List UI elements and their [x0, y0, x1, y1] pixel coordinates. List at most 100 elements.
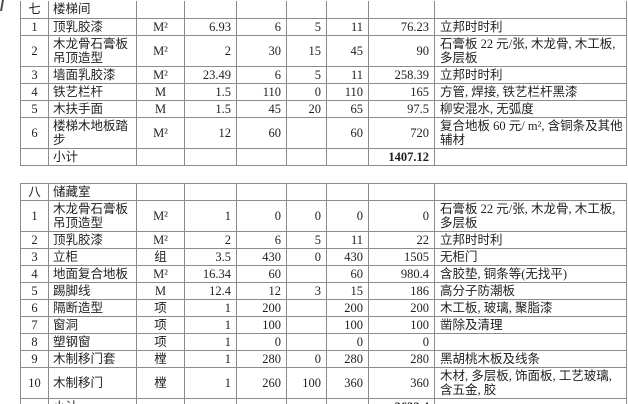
aux-price-cell: 5: [286, 65, 327, 84]
row-number-cell: 9: [20, 350, 49, 368]
unit-price-cell: 100: [236, 316, 287, 334]
item-name-cell: 塑钢窗: [48, 333, 137, 351]
quantity-cell: [184, 398, 237, 404]
row-number-cell: 3: [20, 248, 49, 266]
amount-cell: [368, 1, 435, 19]
unit-cell: M: [136, 99, 185, 118]
item-name-cell: 木龙骨石膏板吊顶造型: [48, 200, 137, 232]
item-name-cell: 窗洞: [48, 316, 137, 334]
row-number-cell: 7: [20, 316, 49, 334]
stairwell-section-body: 七楼梯间 1 顶乳胶漆 M² 6.93 6 5 11 76.23 立邦时时利 2 木龙骨石膏板吊顶造型…: [20, 1, 627, 166]
remarks-cell: 柳安混水, 无弧度: [434, 99, 627, 118]
item-row: 1 木龙骨石膏板吊顶造型 M² 1 0 0 0 0 石膏板 22 元/张, 木龙骨, 木工板, …: [20, 200, 627, 232]
remarks-cell: 黑胡桃木板及线条: [434, 350, 627, 368]
item-name-cell: 小计: [48, 398, 137, 404]
quantity-cell: 12: [184, 116, 237, 149]
row-number-cell: 4: [20, 82, 49, 101]
aux-price-cell: [286, 147, 327, 166]
remarks-cell: 立邦时时利: [434, 17, 627, 36]
unit-cell: [136, 1, 185, 19]
amount-cell: 0: [368, 333, 435, 351]
amount-cell: [368, 183, 435, 201]
row-number-cell: 5: [20, 282, 49, 300]
remarks-cell: 含胶垫, 铜条等(无找平): [434, 265, 627, 283]
aux-price-cell: 0: [286, 200, 327, 232]
amount-cell: 0: [368, 200, 435, 232]
remarks-cell: 立邦时时利: [434, 65, 627, 84]
item-name-cell: 隔断造型: [48, 299, 137, 317]
row-number-cell: 七: [20, 1, 49, 19]
item-name-cell: 地面复合地板: [48, 265, 137, 283]
aux-price-cell: 15: [286, 34, 327, 67]
item-row: 8 塑钢窗项 1 0 0 0: [20, 333, 627, 351]
unit-cell: M²: [136, 200, 185, 232]
unit-cell: M²: [136, 65, 185, 84]
item-row: 4 铁艺栏杆 M 1.5 110 0 110 165 方管, 焊接, 铁艺栏杆黑漆: [20, 82, 627, 101]
item-name-cell: 顶乳胶漆: [48, 17, 137, 36]
aux-price-cell: 100: [286, 367, 327, 399]
combined-price-cell: 65: [326, 99, 369, 118]
remarks-cell: [434, 398, 627, 404]
row-number-cell: 6: [20, 116, 49, 149]
row-number-cell: 8: [20, 333, 49, 351]
item-row: 2 顶乳胶漆 M² 2 6 5 11 22 立邦时时利: [20, 231, 627, 249]
unit-cell: 樘: [136, 350, 185, 368]
amount-cell: 1407.12: [368, 147, 435, 166]
item-row: 1 顶乳胶漆 M² 6.93 6 5 11 76.23 立邦时时利: [20, 17, 627, 36]
unit-cell: [136, 147, 185, 166]
remarks-cell: [434, 183, 627, 201]
item-row: 4 地面复合地板 M² 16.34 60 60 980.4 含胶垫, 铜条等(无找平): [20, 265, 627, 283]
unit-price-cell: 6: [236, 17, 287, 36]
quantity-cell: 3.5: [184, 248, 237, 266]
amount-cell: 165: [368, 82, 435, 101]
quantity-cell: 6.93: [184, 17, 237, 36]
unit-price-cell: 12: [236, 282, 287, 300]
remarks-cell: 复合地板 60 元/ m², 含铜条及其他辅材: [434, 116, 627, 149]
item-name-cell: 踢脚线: [48, 282, 137, 300]
item-name-cell: 楼梯间: [48, 1, 137, 19]
row-number-cell: [20, 147, 49, 166]
amount-cell: 186: [368, 282, 435, 300]
aux-price-cell: [286, 116, 327, 149]
unit-cell: M²: [136, 34, 185, 67]
amount-cell: 100: [368, 316, 435, 334]
item-row: 2 木龙骨石膏板吊顶造型 M² 2 30 15 45 90 石膏板 22 元/张, 木龙骨, 木…: [20, 34, 627, 67]
item-name-cell: 储藏室: [48, 183, 137, 201]
row-number-cell: 5: [20, 99, 49, 118]
amount-cell: 258.39: [368, 65, 435, 84]
unit-cell: 项: [136, 299, 185, 317]
remarks-cell: [434, 147, 627, 166]
quantity-cell: 12.4: [184, 282, 237, 300]
unit-price-cell: 30: [236, 34, 287, 67]
row-number-cell: [20, 398, 49, 404]
combined-price-cell: [326, 183, 369, 201]
aux-price-cell: 3: [286, 282, 327, 300]
row-number-cell: 八: [20, 183, 49, 201]
combined-price-cell: 430: [326, 248, 369, 266]
item-row: 6 隔断造型项 1 200 200 200 木工板, 玻璃, 聚脂漆: [20, 299, 627, 317]
combined-price-cell: 100: [326, 316, 369, 334]
unit-cell: 项: [136, 316, 185, 334]
combined-price-cell: 200: [326, 299, 369, 317]
unit-price-cell: 430: [236, 248, 287, 266]
row-number-cell: 6: [20, 299, 49, 317]
amount-cell: 3633.4: [368, 398, 435, 404]
quantity-cell: 1: [184, 316, 237, 334]
item-row: 3 立柜组 3.5 430 0 430 1505 无柜门: [20, 248, 627, 266]
aux-price-cell: 5: [286, 17, 327, 36]
quantity-cell: [184, 1, 237, 19]
combined-price-cell: [326, 398, 369, 404]
quantity-cell: 2: [184, 34, 237, 67]
remarks-cell: 石膏板 22 元/张, 木龙骨, 木工板, 多层板: [434, 200, 627, 232]
amount-cell: 1505: [368, 248, 435, 266]
storage-section-body: 八储藏室 1 木龙骨石膏板吊顶造型 M² 1 0 0 0 0 石膏板 22 元/张, 木龙骨, 木…: [20, 183, 627, 404]
unit-price-cell: 60: [236, 265, 287, 283]
remarks-cell: [434, 333, 627, 351]
remarks-cell: 木材, 多层板, 饰面板, 工艺玻璃, 含五金, 胶: [434, 367, 627, 399]
aux-price-cell: [286, 1, 327, 19]
item-name-cell: 小计: [48, 147, 137, 166]
combined-price-cell: 11: [326, 231, 369, 249]
subtotal-row: 小计 3633.4: [20, 398, 627, 404]
combined-price-cell: 360: [326, 367, 369, 399]
